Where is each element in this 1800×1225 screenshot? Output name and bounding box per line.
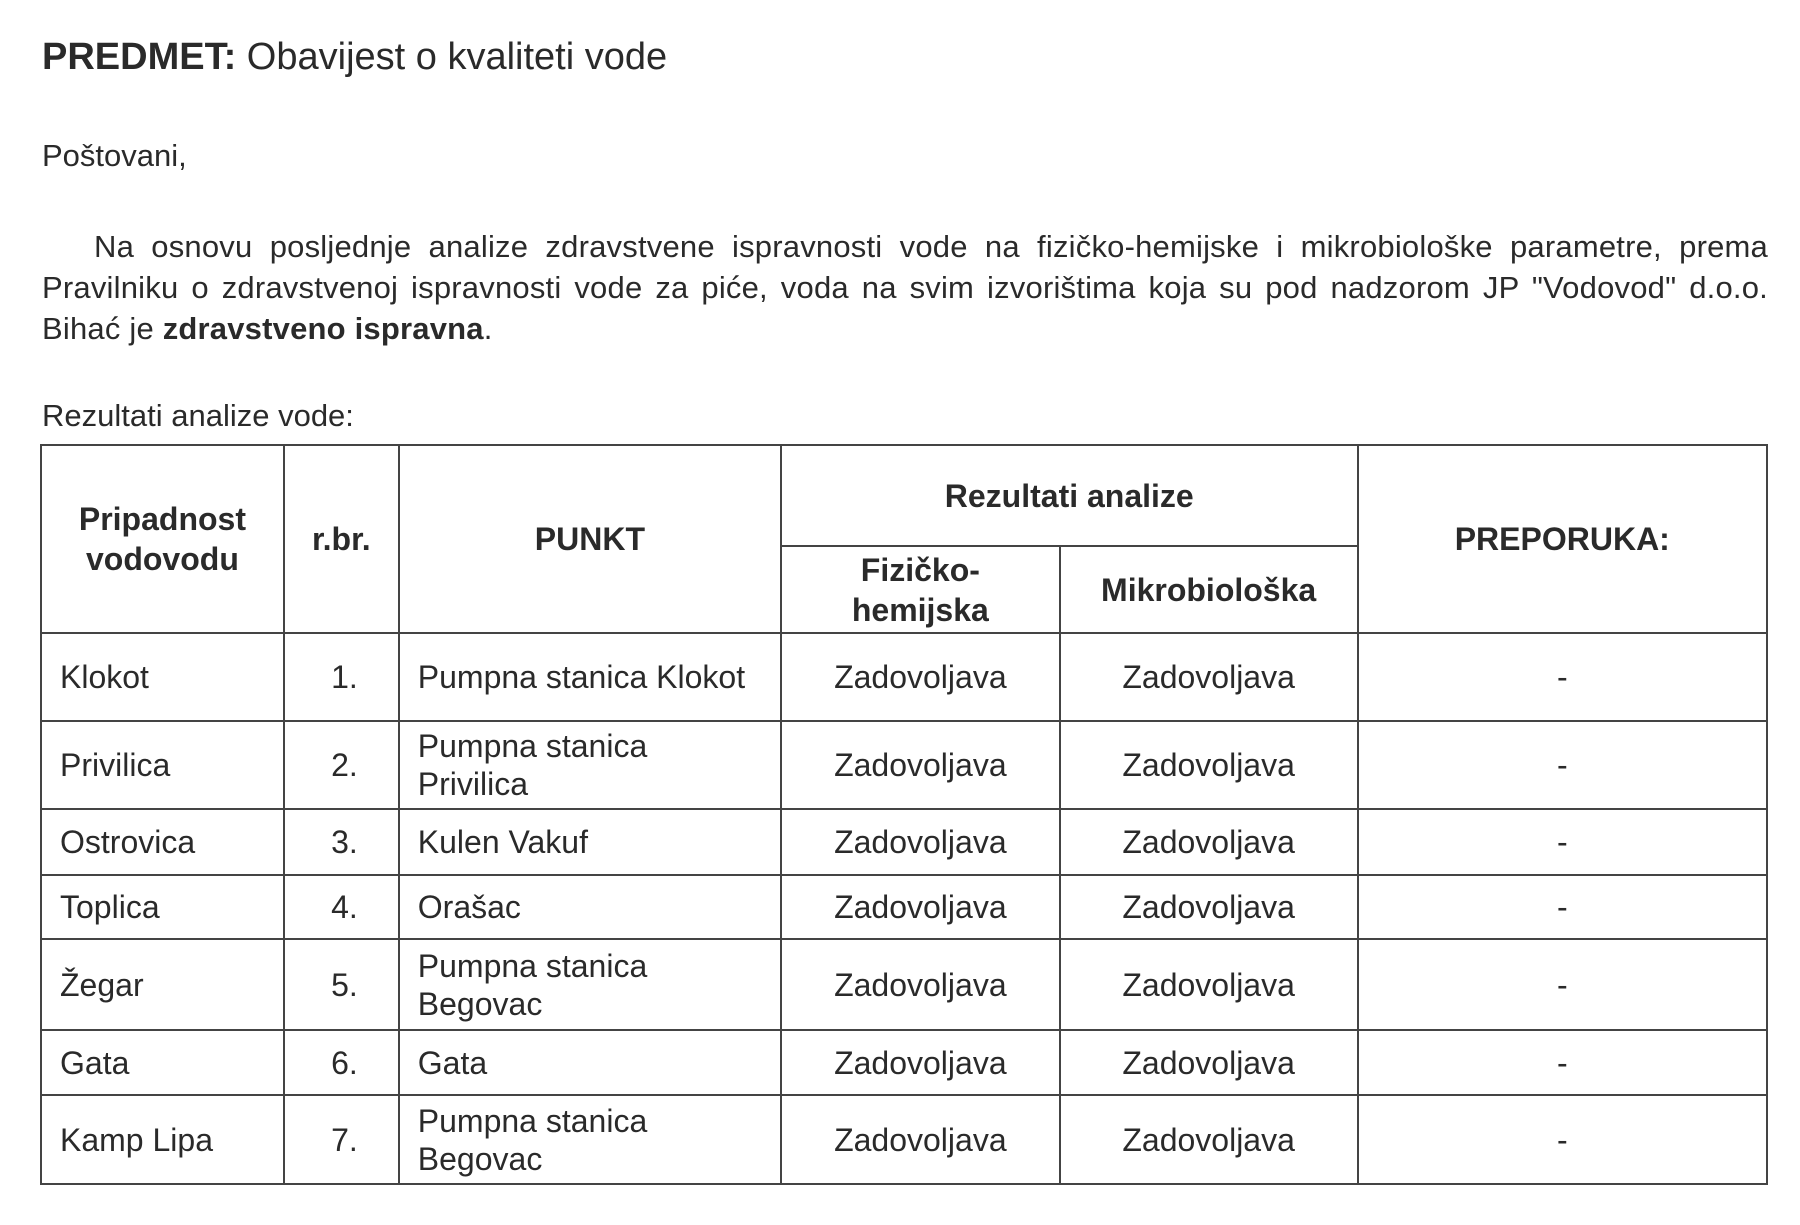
cell-phys: Zadovoljava [779, 720, 1061, 810]
header-micro: Mikrobiološka [1058, 545, 1359, 634]
cell-phys: Zadovoljava [779, 1094, 1061, 1185]
header-results: Rezultati analize [779, 444, 1359, 547]
table-row: Privilica 2. Pumpna stanica Privilica Zadov… [40, 720, 1769, 810]
table-row: Ostrovica 3. Kulen Vakuf Zadovoljava Zadovol… [40, 808, 1769, 876]
cell-num: 6. [282, 1029, 400, 1096]
cell-num: 4. [282, 874, 400, 940]
subject-line: PREDMET: Obavijest o kvaliteti vode [42, 36, 667, 79]
cell-owner: Toplica [40, 874, 285, 940]
header-num: r.br. [282, 444, 400, 634]
cell-phys: Zadovoljava [779, 632, 1061, 722]
cell-phys: Zadovoljava [779, 938, 1061, 1031]
header-owner: Pripadnost vodovodu [40, 444, 285, 634]
table-row: Žegar 5. Pumpna stanica Begovac Zadovoljava… [40, 938, 1769, 1031]
cell-micro: Zadovoljava [1058, 720, 1359, 810]
cell-owner: Kamp Lipa [40, 1094, 285, 1185]
cell-phys: Zadovoljava [779, 1029, 1061, 1096]
table-caption: Rezultati analize vode: [42, 398, 354, 433]
table-row: Kamp Lipa 7. Pumpna stanica Begovac Zadovol… [40, 1094, 1769, 1185]
cell-micro: Zadovoljava [1058, 874, 1359, 940]
cell-num: 1. [282, 632, 400, 722]
cell-num: 5. [282, 938, 400, 1031]
cell-point: Gata [397, 1029, 782, 1096]
cell-point: Kulen Vakuf [397, 808, 782, 876]
cell-point: Pumpna stanica Klokot [397, 632, 782, 722]
cell-phys: Zadovoljava [779, 808, 1061, 876]
cell-rec: - [1356, 1029, 1769, 1096]
greeting: Poštovani, [42, 138, 187, 173]
table-row: Toplica 4. Orašac Zadovoljava Zadovoljava - [40, 874, 1769, 940]
cell-point: Pumpna stanica Begovac [397, 938, 782, 1031]
cell-rec: - [1356, 938, 1769, 1031]
cell-rec: - [1356, 874, 1769, 940]
results-table: Pripadnost vodovodu r.br. PUNKT Rezultat… [40, 444, 1769, 1185]
cell-micro: Zadovoljava [1058, 1094, 1359, 1185]
cell-micro: Zadovoljava [1058, 808, 1359, 876]
subject-text: Obavijest o kvaliteti vode [246, 36, 668, 78]
header-phys: Fizičko-hemijska [779, 545, 1061, 634]
cell-owner: Klokot [40, 632, 285, 722]
body-paragraph: Na osnovu posljednje analize zdravstvene… [42, 226, 1768, 349]
cell-owner: Ostrovica [40, 808, 285, 876]
subject-label: PREDMET: [42, 36, 237, 78]
paragraph-end: . [483, 311, 493, 346]
cell-num: 2. [282, 720, 400, 810]
cell-micro: Zadovoljava [1058, 938, 1359, 1031]
header-recommendation: PREPORUKA: [1356, 444, 1769, 634]
cell-owner: Gata [40, 1029, 285, 1096]
cell-num: 3. [282, 808, 400, 876]
cell-rec: - [1356, 632, 1769, 722]
paragraph-text: Na osnovu posljednje analize zdravstvene… [42, 229, 1768, 346]
cell-owner: Privilica [40, 720, 285, 810]
cell-phys: Zadovoljava [779, 874, 1061, 940]
cell-point: Pumpna stanica Privilica [397, 720, 782, 810]
cell-point: Orašac [397, 874, 782, 940]
paragraph-bold: zdravstveno ispravna [162, 311, 484, 346]
cell-micro: Zadovoljava [1058, 632, 1359, 722]
cell-rec: - [1356, 720, 1769, 810]
cell-num: 7. [282, 1094, 400, 1185]
cell-owner: Žegar [40, 938, 285, 1031]
table-row: Gata 6. Gata Zadovoljava Zadovoljava - [40, 1029, 1769, 1096]
cell-micro: Zadovoljava [1058, 1029, 1359, 1096]
cell-point: Pumpna stanica Begovac [397, 1094, 782, 1185]
cell-rec: - [1356, 1094, 1769, 1185]
table-row: Klokot 1. Pumpna stanica Klokot Zadovoljava… [40, 632, 1769, 722]
header-point: PUNKT [397, 444, 782, 634]
cell-rec: - [1356, 808, 1769, 876]
